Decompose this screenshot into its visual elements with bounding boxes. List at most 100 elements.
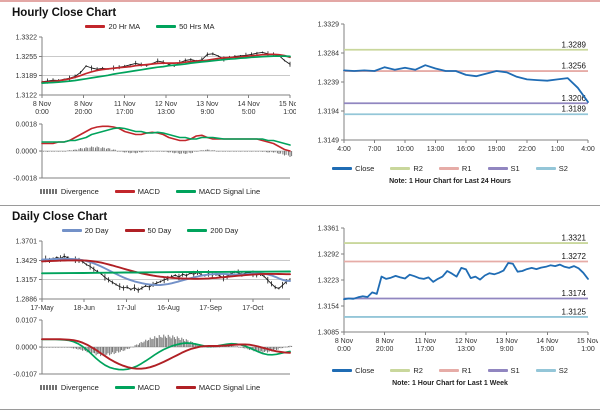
svg-text:4:00: 4:00 (581, 146, 595, 153)
pivot-24h-note: Note: 1 Hour Chart for Last 24 Hours (389, 178, 511, 185)
svg-text:0:00: 0:00 (337, 346, 351, 353)
hourly-chart-title: Hourly Close Chart (12, 7, 117, 19)
hourly-macd-chart: 0.0018 0.0000 -0.0018 (13, 122, 293, 183)
legend-label: Close (355, 366, 375, 375)
svg-text:1.3189: 1.3189 (562, 105, 587, 114)
svg-text:15 Nov: 15 Nov (577, 338, 598, 345)
svg-text:0.0000: 0.0000 (16, 149, 38, 156)
svg-text:1.3194: 1.3194 (318, 109, 340, 116)
svg-text:1:00: 1:00 (581, 346, 595, 353)
svg-text:1.3154: 1.3154 (318, 304, 340, 311)
legend-item-macd-signal-line: MACD Signal Line (175, 187, 260, 196)
line-swatch (85, 25, 106, 28)
legend-label: R2 (413, 366, 423, 375)
daily-macd-chart: 0.0107 0.0000 -0.0107 (13, 318, 293, 379)
legend-item-r1: R1 (438, 366, 472, 375)
svg-text:1.3085: 1.3085 (318, 330, 340, 337)
line-swatch (535, 167, 556, 170)
legend-label: S2 (558, 164, 568, 173)
svg-text:1.3292: 1.3292 (318, 252, 340, 259)
svg-text:1.3321: 1.3321 (562, 234, 587, 243)
legend-item-macd-signal-line: MACD Signal Line (175, 383, 260, 392)
legend-item-20-hr-ma: 20 Hr MA (85, 22, 140, 31)
line-swatch (114, 386, 135, 389)
legend-item-s1: S1 (487, 164, 520, 173)
svg-text:14 Nov: 14 Nov (536, 338, 559, 345)
line-swatch (332, 369, 353, 372)
legend-label: Divergence (60, 187, 99, 196)
svg-text:1.3701: 1.3701 (16, 239, 38, 246)
hourly-price-legend: 20 Hr MA 50 Hrs MA (0, 20, 300, 33)
svg-text:13 Nov: 13 Nov (196, 101, 219, 108)
legend-item-macd: MACD (114, 187, 160, 196)
legend-item-s1: S1 (487, 366, 520, 375)
legend-label: R1 (461, 366, 472, 375)
legend-item-r2: R2 (390, 164, 423, 173)
line-swatch (390, 167, 411, 170)
legend-item-s2: S2 (535, 164, 568, 173)
svg-text:1:00: 1:00 (551, 146, 565, 153)
svg-text:22:00: 22:00 (518, 146, 536, 153)
daily-close-panel: Daily Close Chart 20 Day 50 Day 200 Day 1.… (0, 205, 300, 408)
pivot-24h-legend: Close R2 R1 S1 S2 (300, 162, 600, 175)
pivot-24h-panel: 1.3329 1.3284 1.3239 1.3194 1.3149 4:00 7:00 10… (300, 2, 600, 205)
divergence-bars-swatch (39, 189, 58, 194)
line-swatch (175, 386, 196, 389)
svg-text:1.3239: 1.3239 (318, 80, 340, 87)
svg-text:17-May: 17-May (30, 305, 54, 312)
svg-text:1.3223: 1.3223 (318, 278, 340, 285)
svg-text:1.3189: 1.3189 (16, 73, 38, 80)
legend-label: S2 (558, 366, 568, 375)
svg-text:11 Nov: 11 Nov (414, 338, 436, 345)
daily-macd-legend: Divergence MACD MACD Signal Line (0, 381, 300, 394)
line-swatch (156, 25, 177, 28)
svg-text:1.3272: 1.3272 (562, 252, 587, 261)
legend-item-close: Close (332, 164, 374, 173)
svg-text:16:00: 16:00 (457, 146, 475, 153)
hourly-close-panel: Hourly Close Chart 20 Hr MA 50 Hrs MA 1.3… (0, 2, 300, 205)
svg-text:12 Nov: 12 Nov (455, 338, 478, 345)
svg-text:13 Nov: 13 Nov (496, 338, 519, 345)
pivot-1w-note: Note: 1 Hour Chart for Last 1 Week (392, 380, 508, 387)
line-swatch (535, 369, 556, 372)
svg-text:1.3255: 1.3255 (16, 54, 38, 61)
legend-label: MACD (137, 187, 160, 196)
legend-label: 200 Day (210, 226, 239, 235)
svg-text:1.3256: 1.3256 (562, 62, 587, 71)
line-swatch (390, 369, 411, 372)
svg-text:16-Aug: 16-Aug (157, 305, 180, 312)
svg-text:1.3329: 1.3329 (318, 22, 340, 29)
svg-text:9:00: 9:00 (201, 109, 215, 116)
legend-label: 20 Day (84, 226, 109, 235)
svg-text:10:00: 10:00 (396, 146, 414, 153)
daily-chart-title: Daily Close Chart (12, 211, 108, 223)
svg-text:8 Nov: 8 Nov (376, 338, 395, 345)
line-swatch (175, 190, 196, 193)
svg-text:1.3149: 1.3149 (318, 138, 340, 145)
svg-text:4:00: 4:00 (337, 146, 351, 153)
svg-text:1:00: 1:00 (283, 109, 296, 116)
legend-item-50-hrs-ma: 50 Hrs MA (156, 22, 215, 31)
legend-label: R1 (461, 164, 472, 173)
svg-text:1.3206: 1.3206 (562, 94, 587, 103)
svg-text:8 Nov: 8 Nov (74, 101, 93, 108)
pivot-1w-panel: 1.3361 1.3292 1.3223 1.3154 1.3085 8 Nov 0:00 8… (300, 205, 600, 408)
svg-text:0.0107: 0.0107 (16, 318, 38, 325)
svg-text:-0.0018: -0.0018 (13, 176, 37, 183)
legend-item-200-day: 200 Day (187, 226, 238, 235)
svg-text:5:00: 5:00 (242, 109, 256, 116)
svg-text:20:00: 20:00 (75, 109, 93, 116)
svg-text:13:00: 13:00 (427, 146, 445, 153)
svg-text:13:00: 13:00 (457, 346, 475, 353)
line-swatch (438, 167, 459, 170)
line-swatch (332, 167, 353, 170)
pivot-1w-legend: Close R2 R1 S1 S2 (300, 364, 600, 377)
svg-text:1.3174: 1.3174 (562, 289, 587, 298)
svg-text:1.3125: 1.3125 (562, 307, 587, 316)
legend-label: Divergence (60, 383, 99, 392)
legend-label: 50 Day (147, 226, 172, 235)
legend-label: 50 Hrs MA (179, 22, 215, 31)
